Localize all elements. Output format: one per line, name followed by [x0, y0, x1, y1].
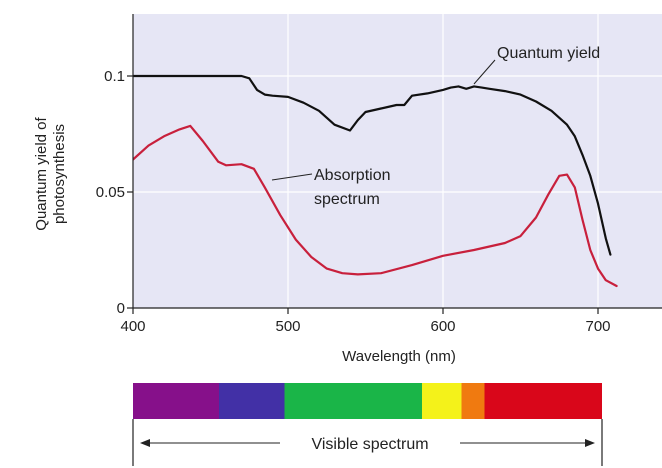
x-axis-title: Wavelength (nm) — [342, 348, 456, 365]
y-tick-label-2: 0.1 — [104, 68, 125, 85]
series-line-quantum-yield — [133, 74, 612, 256]
arrowhead-right-icon — [585, 439, 595, 447]
absorption-annotation-line1: Absorption — [314, 167, 391, 184]
series-line-absorption-spectrum — [133, 124, 618, 288]
spectrum-bar — [133, 383, 602, 419]
plot-background — [133, 14, 662, 308]
y-tick-label-0: 0 — [117, 300, 125, 317]
x-tick-label-500: 500 — [275, 318, 300, 335]
visible-spectrum-label: Visible spectrum — [311, 436, 428, 453]
x-tick-label-600: 600 — [430, 318, 455, 335]
x-tick-label-400: 400 — [120, 318, 145, 335]
series-layer — [133, 74, 618, 288]
y-axis-title-line2: photosynthesis — [51, 124, 68, 224]
ticks: 400 500 600 700 0 0.05 0.1 — [96, 68, 611, 335]
absorption-annotation-line2: spectrum — [314, 191, 380, 208]
y-tick-label-1: 0.05 — [96, 184, 125, 201]
arrowhead-left-icon — [140, 439, 150, 447]
absorption-leader — [271, 173, 313, 181]
grid — [133, 14, 662, 308]
x-tick-label-700: 700 — [585, 318, 610, 335]
y-axis-title-line1: Quantum yield of — [33, 116, 50, 230]
quantum-yield-leader — [473, 59, 496, 85]
quantum-yield-annotation: Quantum yield — [497, 45, 600, 62]
y-axis-title: Quantum yield of photosynthesis — [33, 116, 68, 230]
